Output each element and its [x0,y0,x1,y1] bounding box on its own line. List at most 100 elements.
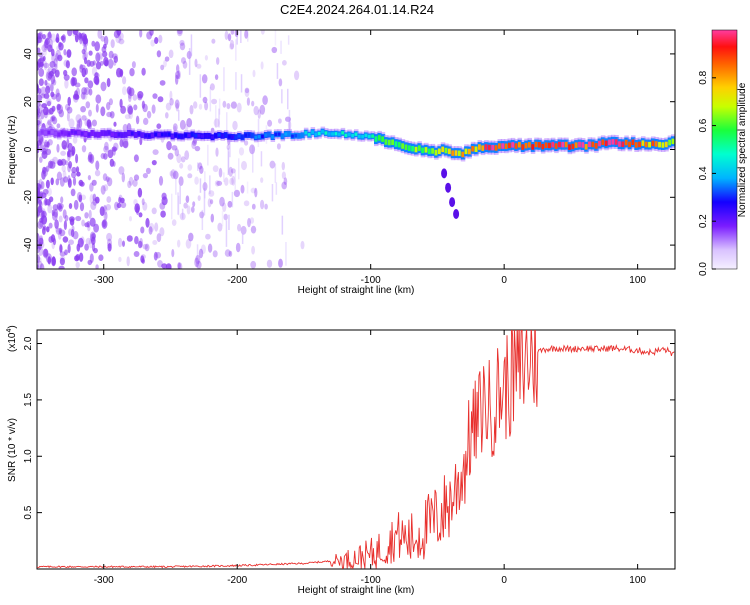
ridge-core [594,143,599,149]
noise-cell [103,211,108,221]
noise-cell [174,148,179,157]
noise-cell [219,196,225,207]
streak-cell [197,162,199,171]
noise-cell [103,35,109,46]
streak-cell [238,158,240,180]
noise-cell [64,79,69,89]
noise-cell [78,194,83,203]
ridge-core [578,141,582,148]
noise-cell [120,105,126,114]
ridge-core [94,132,98,137]
streak-cell [274,30,277,46]
ridge-core [347,132,352,137]
noise-cell [217,222,223,232]
ridge-core [501,143,505,149]
noise-cell [92,198,98,206]
noise-cell [60,150,66,156]
ridge-core [451,150,455,156]
ridge-core [264,133,268,137]
streak-cell [260,151,263,167]
streak-cell [218,98,221,115]
noise-cell [95,52,101,63]
ridge-core [114,133,118,137]
noise-cell [224,177,229,186]
ridge-core [344,133,348,137]
streak-cell [236,30,238,45]
noise-cell [152,93,158,99]
ridge-core [47,130,51,135]
branch-point [449,197,456,208]
ridge-core [104,131,108,135]
noise-cell [40,86,47,96]
noise-cell [260,61,264,70]
y-tick-label: -40 [23,237,34,252]
noise-cell [115,33,122,44]
ridge-core [57,132,61,137]
noise-cell [72,177,77,186]
streak-cell [288,109,291,132]
noise-cell [139,237,144,248]
noise-cell [179,162,184,169]
noise-cell [37,120,41,126]
noise-cell [109,111,115,119]
noise-cell [260,30,265,35]
noise-cell [45,37,50,46]
noise-cell [128,176,134,186]
noise-cell [71,171,77,179]
noise-cell [131,61,136,69]
colorbar-gradient [711,29,738,270]
streak-cell [199,74,202,98]
ridge-core [424,147,429,153]
noise-cell [129,216,132,222]
noise-cell [72,31,77,37]
ridge-core [327,132,332,136]
noise-cell [244,88,250,97]
noise-cell [207,198,212,208]
ridge-core [471,146,475,152]
noise-cell [222,100,227,108]
noise-cell [158,34,163,44]
x-tick-label: -200 [227,275,247,286]
noise-cell [105,204,112,211]
noise-cell [271,46,278,54]
ridge-core [654,141,659,147]
noise-cell [81,145,87,153]
noise-cell [63,69,68,77]
ridge-core [581,142,585,148]
ridge-core [54,131,58,135]
noise-cell [41,103,47,109]
noise-cell [64,215,69,222]
streak-cell [271,184,274,202]
noise-cell [133,251,140,257]
noise-cell [254,187,258,198]
ridge-core [167,132,172,136]
noise-cell [69,218,75,226]
noise-cell [223,213,228,221]
noise-cell [244,140,249,146]
noise-cell [199,211,205,219]
ridge-core [191,132,195,136]
noise-cell [43,106,49,116]
streak-cell [281,89,283,104]
noise-cell [84,212,89,219]
noise-cell [43,62,50,69]
streak-cell [287,35,290,45]
noise-cell [42,48,47,57]
ridge-core [421,147,425,154]
noise-cell [86,119,92,128]
ridge-core [147,134,152,138]
noise-cell [186,50,192,60]
noise-cell [47,31,52,39]
ridge-core [151,133,155,138]
ridge-core [281,134,285,138]
ridge-core [134,133,138,137]
noise-cell [100,153,106,159]
noise-cell [80,91,86,100]
x-tick-label: -100 [361,275,381,286]
y-tick-label: 1.0 [23,449,34,463]
ridge-core [538,142,542,148]
noise-cell [56,123,61,129]
ridge-core [611,139,615,145]
noise-cell [185,238,192,249]
ridge-core [331,132,335,136]
